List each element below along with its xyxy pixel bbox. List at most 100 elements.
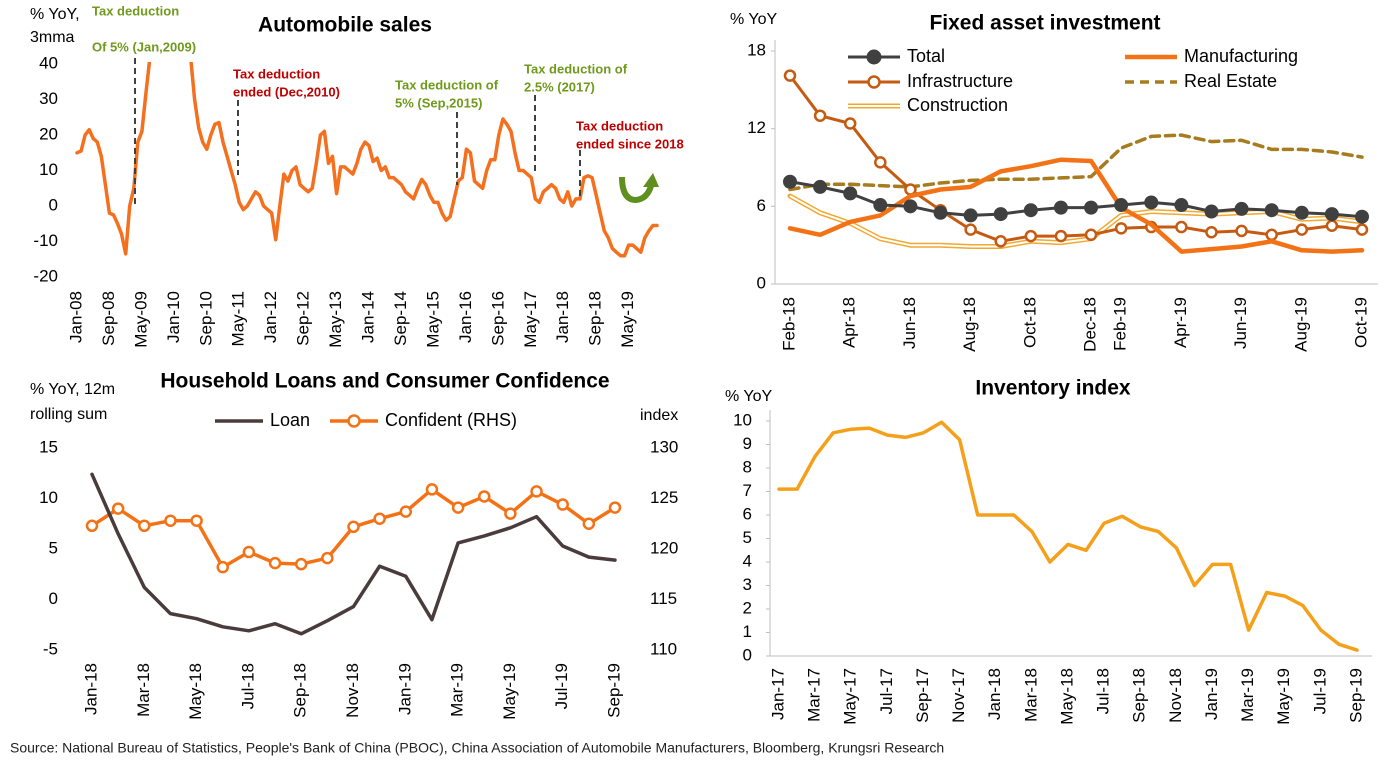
x-tick-label: May-09 xyxy=(131,291,150,348)
annotation: Of 5% (Jan,2009) xyxy=(92,39,196,54)
legend-label: Construction xyxy=(907,95,1008,115)
y2-axis-label: index xyxy=(640,407,678,424)
x-tick-label: Dec-18 xyxy=(1081,297,1100,352)
x-tick-label: Jan-12 xyxy=(261,291,280,343)
data-point xyxy=(933,205,948,220)
data-point xyxy=(783,69,797,82)
x-tick-label: Aug-19 xyxy=(1291,297,1310,352)
data-point xyxy=(903,199,918,214)
data-point xyxy=(373,512,386,525)
series-line xyxy=(787,157,1365,254)
y-axis-label: % YoY, 12m xyxy=(30,381,115,398)
x-tick-label: Apr-18 xyxy=(840,297,859,348)
annotation: ended since 2018 xyxy=(576,136,684,151)
data-point xyxy=(425,483,439,496)
x-tick-label: Mar-17 xyxy=(805,668,824,722)
data-point xyxy=(813,179,828,194)
annotation: 5% (Sep,2015) xyxy=(395,95,482,110)
x-tick-label: Mar-18 xyxy=(134,663,153,717)
data-point xyxy=(347,520,360,534)
annotation: Tax deduction xyxy=(233,66,320,81)
data-point xyxy=(190,514,203,527)
x-tick-label: Mar-18 xyxy=(1021,668,1040,722)
legend-marker xyxy=(867,75,881,89)
data-point xyxy=(1234,201,1249,216)
x-tick-label: Nov-18 xyxy=(343,663,362,718)
x-tick-label: Mar-19 xyxy=(448,663,467,717)
annotation: Tax deduction of xyxy=(524,61,628,76)
x-tick-label: Jan-14 xyxy=(359,291,378,343)
data-point xyxy=(1084,228,1098,242)
x-tick-label: May-17 xyxy=(841,668,860,725)
annotation: Tax deduction xyxy=(576,118,663,133)
x-tick-label: May-19 xyxy=(500,663,519,720)
x-tick-label: Sep-16 xyxy=(488,291,507,346)
data-point xyxy=(843,186,858,201)
y-tick-label: 4 xyxy=(743,551,752,570)
annotation: Tax deduction xyxy=(92,3,179,18)
data-point xyxy=(1023,203,1038,218)
x-tick-label: Jul-18 xyxy=(1094,668,1113,714)
x-tick-label: Jan-18 xyxy=(553,291,572,343)
x-tick-label: Aug-18 xyxy=(960,297,979,352)
y-tick-label: 6 xyxy=(757,196,766,215)
y-tick-label: 9 xyxy=(743,434,752,453)
x-tick-label: May-19 xyxy=(618,291,637,348)
chart-title: Inventory index xyxy=(975,377,1131,400)
arrow-head xyxy=(643,173,659,187)
y-tick-label: 8 xyxy=(743,457,752,476)
x-tick-label: Jan-18 xyxy=(81,663,100,715)
y-tick-label: 10 xyxy=(733,410,752,429)
data-point xyxy=(874,156,887,169)
y-tick-label: 6 xyxy=(743,504,752,523)
data-point xyxy=(1265,228,1278,242)
x-tick-label: May-17 xyxy=(521,291,540,348)
x-tick-label: Jan-17 xyxy=(768,668,787,720)
data-point xyxy=(164,514,177,527)
x-tick-label: Jun-18 xyxy=(900,297,919,349)
data-point xyxy=(873,198,888,213)
data-point xyxy=(1175,220,1188,234)
x-tick-label: Sep-18 xyxy=(1130,668,1149,723)
x-tick-label: May-15 xyxy=(423,291,442,348)
data-point xyxy=(843,117,857,130)
plot-area xyxy=(777,420,1359,652)
x-tick-label: Jul-18 xyxy=(238,663,257,709)
x-tick-label: Mar-19 xyxy=(1238,668,1257,722)
data-point xyxy=(963,208,978,223)
x-tick-label: May-18 xyxy=(1057,668,1076,725)
plot-area xyxy=(75,62,659,258)
x-tick-label: Jul-19 xyxy=(552,663,571,709)
y-tick-label: 7 xyxy=(743,481,752,500)
y-tick-label: 0 xyxy=(49,195,58,214)
data-point xyxy=(556,498,569,511)
data-point xyxy=(1325,219,1339,232)
data-point xyxy=(478,490,491,503)
y-axis-label: 3mma xyxy=(30,29,75,46)
y-tick-label: 0 xyxy=(757,273,766,292)
y-tick-label: 10 xyxy=(39,160,58,179)
x-tick-label: Jan-19 xyxy=(395,663,414,715)
plot-area xyxy=(783,69,1369,254)
series-line xyxy=(777,420,1359,652)
data-point xyxy=(1144,195,1159,210)
legend-label: Total xyxy=(907,46,945,66)
x-tick-label: Sep-19 xyxy=(1346,668,1365,723)
data-point xyxy=(216,560,229,574)
y-tick-label: 12 xyxy=(747,118,766,137)
x-tick-label: Jun-19 xyxy=(1231,297,1250,349)
y-tick-label: -10 xyxy=(33,231,58,250)
x-tick-label: May-13 xyxy=(326,291,345,348)
y-tick-label: 15 xyxy=(39,437,58,456)
source-note: Source: National Bureau of Statistics, P… xyxy=(10,740,944,756)
y-axis-label: % YoY xyxy=(725,388,772,405)
y-tick-label: 30 xyxy=(39,89,58,108)
data-point xyxy=(1294,205,1309,220)
y2-tick-label: 125 xyxy=(650,488,678,507)
x-tick-label: Oct-19 xyxy=(1351,297,1370,348)
x-tick-label: Jan-10 xyxy=(164,291,183,343)
legend-marker xyxy=(866,49,882,65)
turn-arrow-icon xyxy=(619,173,659,204)
